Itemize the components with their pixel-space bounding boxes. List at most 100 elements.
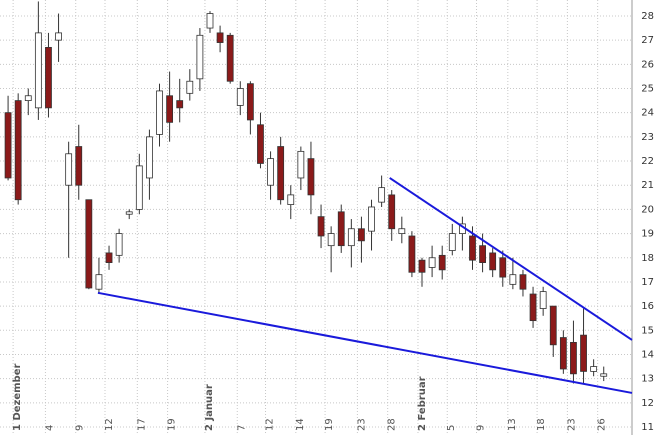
y-tick-label: 25 xyxy=(641,83,654,94)
candle-body xyxy=(45,46,52,109)
candle-body xyxy=(307,158,315,196)
trend-line xyxy=(389,177,633,341)
x-tick-label: 14 xyxy=(295,418,306,431)
candle-body xyxy=(327,233,335,247)
candle-body xyxy=(236,88,244,106)
candle-body xyxy=(75,146,83,186)
candle-body xyxy=(287,194,295,205)
candle-body xyxy=(388,194,396,230)
candle-body xyxy=(206,13,214,29)
candle-body xyxy=(398,228,406,234)
candle-body xyxy=(347,228,355,247)
candle-body xyxy=(216,32,224,43)
candle-body xyxy=(590,366,598,372)
candle-body xyxy=(135,165,143,210)
candle-body xyxy=(267,158,274,186)
candle-body xyxy=(146,136,153,179)
candle-body xyxy=(489,252,497,271)
candle-body xyxy=(317,216,325,237)
x-tick-label: 1 Dezember xyxy=(12,364,23,431)
y-tick-label: 20 xyxy=(641,204,654,215)
x-tick-label: 2 Januar xyxy=(204,384,215,431)
candle-body xyxy=(559,337,567,370)
candle-body xyxy=(337,211,345,247)
y-tick-label: 14 xyxy=(641,349,654,360)
y-tick-label: 22 xyxy=(641,156,654,167)
y-tick-label: 16 xyxy=(641,301,654,312)
candle-body xyxy=(34,32,42,109)
candle-body xyxy=(368,206,375,232)
candle-body xyxy=(95,274,103,290)
x-tick-label: 26 xyxy=(597,418,608,431)
candle-body xyxy=(408,235,416,273)
candle-body xyxy=(65,153,73,186)
y-tick-label: 27 xyxy=(641,35,654,46)
x-tick-label: 5 xyxy=(446,425,457,431)
candle-body xyxy=(539,291,547,309)
candle-body xyxy=(479,245,486,263)
candle-body xyxy=(257,124,264,164)
trend-line xyxy=(97,291,633,394)
y-tick-label: 26 xyxy=(641,59,654,70)
y-tick-label: 19 xyxy=(641,229,654,240)
candle-body xyxy=(529,293,537,322)
y-tick-label: 23 xyxy=(641,132,654,143)
x-tick-label: 7 xyxy=(236,425,247,431)
candle-body xyxy=(115,233,123,256)
y-tick-label: 18 xyxy=(641,253,654,264)
candle-body xyxy=(14,100,22,201)
candle-body xyxy=(438,254,446,271)
y-tick-label: 12 xyxy=(641,398,654,409)
candle-body xyxy=(499,257,507,278)
x-tick-label: 23 xyxy=(356,418,367,431)
x-tick-label: 18 xyxy=(536,418,547,431)
candle-body xyxy=(448,233,456,251)
x-tick-label: 19 xyxy=(324,418,335,431)
x-tick-label: 12 xyxy=(265,418,276,431)
candle-body xyxy=(186,80,194,94)
candle-body xyxy=(418,259,426,273)
candle-body xyxy=(105,252,113,263)
candle-body xyxy=(156,90,163,135)
candle-body xyxy=(570,341,577,375)
candle-body xyxy=(55,32,62,41)
x-tick-label: 4 xyxy=(44,425,55,431)
candle-body xyxy=(600,373,608,377)
x-tick-label: 2 Februar xyxy=(417,376,428,431)
x-tick-label: 17 xyxy=(136,418,147,431)
y-tick-label: 28 xyxy=(641,11,654,22)
candle-body xyxy=(428,257,436,268)
x-tick-label: 23 xyxy=(566,418,577,431)
y-tick-label: 24 xyxy=(641,108,654,119)
candle-body xyxy=(277,146,285,201)
x-tick-label: 9 xyxy=(476,425,487,431)
candle-body xyxy=(519,274,527,290)
y-tick-label: 11 xyxy=(641,422,654,433)
candle-body xyxy=(469,235,476,261)
candle-body xyxy=(509,274,517,285)
y-tick-label: 13 xyxy=(641,374,654,385)
y-tick-label: 15 xyxy=(641,325,654,336)
x-tick-label: 9 xyxy=(75,425,86,431)
x-tick-label: 28 xyxy=(387,418,398,431)
x-tick-label: 19 xyxy=(167,418,178,431)
candle-body xyxy=(378,187,386,203)
candle-body xyxy=(166,95,174,123)
candle-body xyxy=(580,334,587,372)
candle-body xyxy=(226,34,234,82)
candle-body xyxy=(246,83,254,121)
candle-body xyxy=(358,228,365,242)
candle-body xyxy=(196,34,204,80)
candle-body xyxy=(549,305,557,346)
y-tick-label: 21 xyxy=(641,180,654,191)
candle-body xyxy=(24,95,32,101)
candle-body xyxy=(176,100,184,109)
y-tick-label: 17 xyxy=(641,277,654,288)
candle-body xyxy=(85,199,93,289)
x-tick-label: 12 xyxy=(104,418,115,431)
candle-body xyxy=(125,211,133,215)
candle-body xyxy=(297,150,305,179)
candle-body xyxy=(4,112,12,179)
x-tick-label: 13 xyxy=(507,418,518,431)
